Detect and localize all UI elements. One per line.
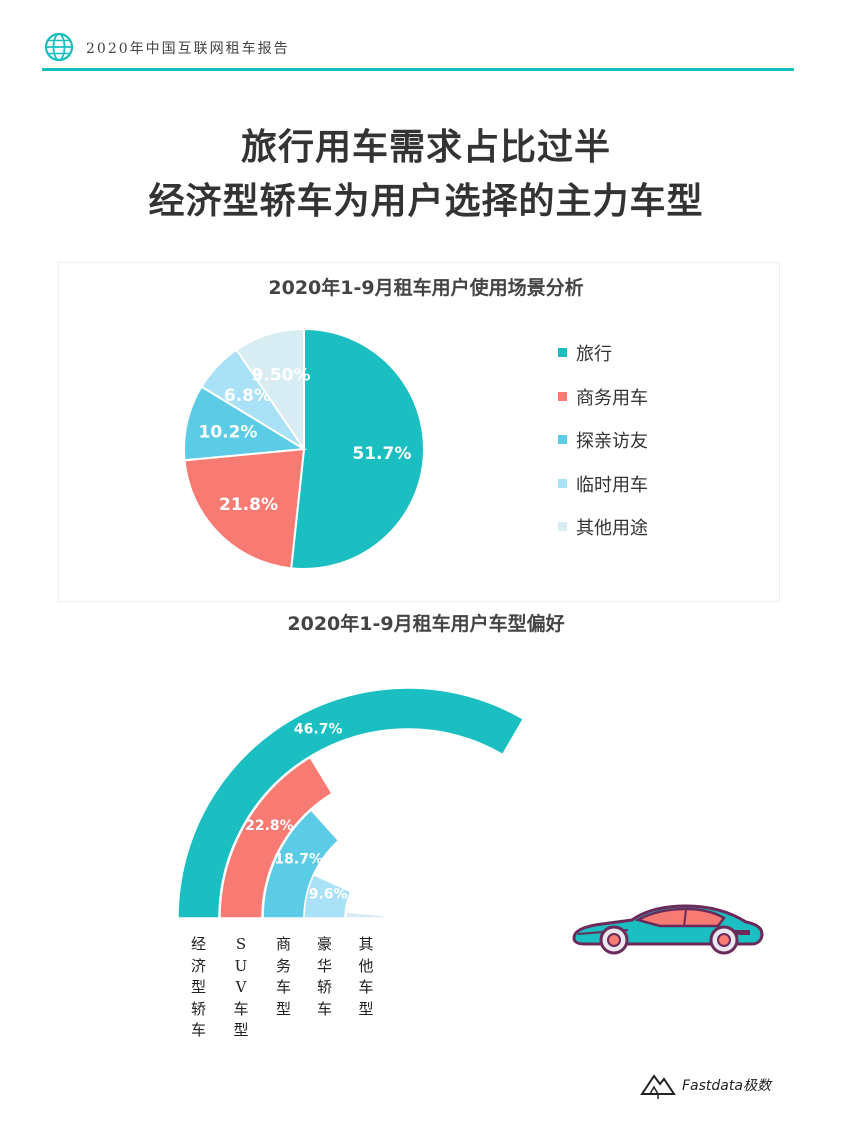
radial-bar-3 (303, 873, 352, 919)
legend-swatch (558, 478, 567, 488)
brand-name: Fastdata极数 (682, 1078, 771, 1094)
pie-slice-2 (183, 385, 308, 462)
legend-label: 探亲访友 (576, 431, 648, 452)
sports-car-icon (572, 904, 764, 955)
radial-category-label-2: 商务车型 (275, 935, 291, 1018)
radial-data-label-0: 46.7% (294, 722, 343, 738)
radial-data-label-1: 22.8% (245, 818, 294, 834)
report-title: 2020年中国互联网租车报告 (86, 41, 290, 57)
page-title-line1: 旅行用车需求占比过半 (240, 127, 611, 168)
radial-category-label-1: SUV车型 (233, 935, 249, 1039)
pie-data-label-4: 9.50% (252, 365, 311, 385)
page-title-line2: 经济型轿车为用户选择的主力车型 (148, 181, 704, 222)
pie-data-label-3: 6.8% (224, 386, 271, 406)
report-header: 2020年中国互联网租车报告 (42, 30, 794, 72)
legend-swatch (558, 435, 567, 444)
radial-chart-title: 2020年1-9月租车用户车型偏好 (287, 613, 565, 635)
mountain-logo-icon (640, 1074, 676, 1099)
radial-data-label-3: 9.6% (309, 887, 348, 903)
radial-category-label-4: 其他车型 (358, 935, 374, 1018)
legend-swatch (558, 522, 567, 531)
radial-bar-0 (177, 687, 525, 919)
legend-swatch (558, 391, 567, 401)
radial-bar-1 (219, 756, 334, 919)
pie-slice-1 (183, 447, 306, 570)
radial-category-label-0: 经济型轿车 (190, 935, 206, 1039)
pie-data-label-2: 10.2% (198, 423, 257, 443)
legend-swatch (558, 348, 567, 357)
legend-label: 临时用车 (576, 474, 648, 496)
globe-icon (44, 32, 74, 62)
legend-label: 商务用车 (576, 387, 648, 409)
legend-label: 旅行 (576, 344, 612, 365)
pie-data-label-0: 51.7% (352, 444, 411, 464)
pie-slice-0 (290, 327, 425, 570)
radial-category-label-3: 豪华轿车 (316, 935, 332, 1018)
radial-bar-4 (345, 911, 387, 919)
brand-footer: Fastdata极数 (640, 1070, 800, 1100)
pie-slice-4 (235, 327, 305, 453)
pie-chart-title: 2020年1-9月租车用户使用场景分析 (268, 277, 584, 299)
radial-data-label-2: 18.7% (274, 851, 323, 867)
legend-label: 其他用途 (576, 518, 648, 539)
header-divider (42, 68, 794, 71)
pie-data-label-1: 21.8% (219, 495, 278, 515)
